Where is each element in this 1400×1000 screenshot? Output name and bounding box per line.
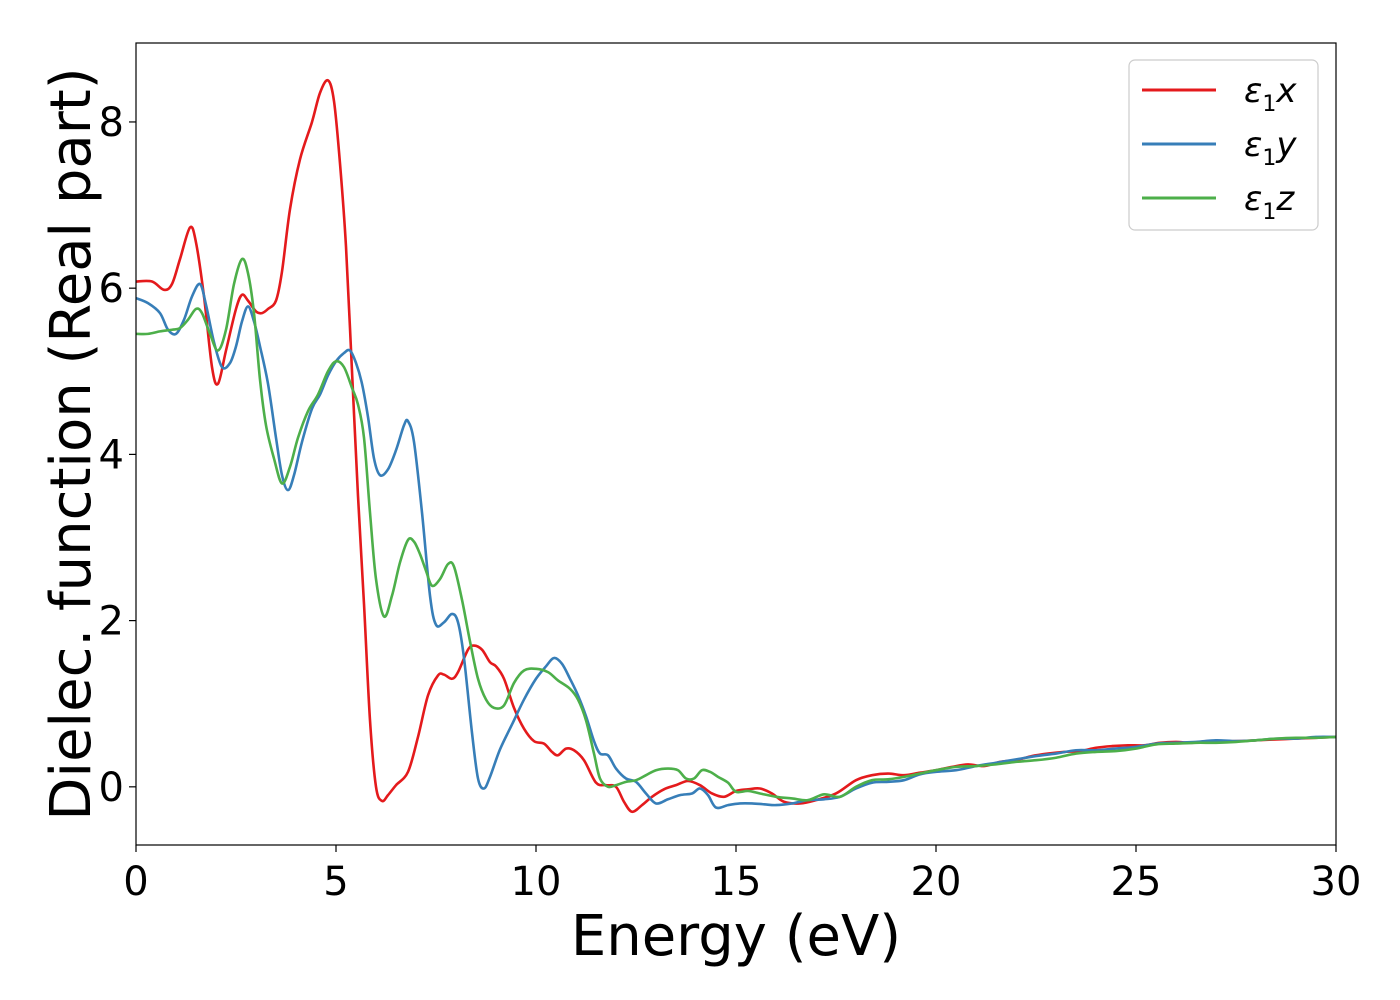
y-tick-label: 8	[99, 100, 124, 146]
x-tick-label: 10	[511, 859, 562, 905]
legend-label-y: ε1y	[1244, 125, 1297, 171]
x-tick-label: 5	[323, 859, 348, 905]
y-tick-label: 4	[99, 432, 124, 478]
x-tick-label: 15	[711, 859, 762, 905]
series-line-z	[136, 257, 1336, 802]
y-tick-label: 2	[99, 599, 124, 645]
y-tick-label: 0	[99, 765, 124, 811]
y-tick-label: 6	[99, 266, 124, 312]
x-axis-title: Energy (eV)	[571, 904, 901, 969]
x-tick-label: 30	[1311, 859, 1362, 905]
x-tick-label: 0	[123, 859, 148, 905]
ticks-layer: 0 5 10 15 20 25 30 0 2 4 6 8	[99, 100, 1362, 905]
x-tick-label: 25	[1111, 859, 1162, 905]
x-tick-label: 20	[911, 859, 962, 905]
series-layer	[136, 78, 1336, 814]
legend-label-z: ε1z	[1244, 179, 1295, 225]
legend-box	[1128, 59, 1319, 231]
legend-label-x: ε1x	[1244, 71, 1297, 117]
legend: ε1x ε1y ε1z	[1128, 59, 1319, 231]
y-axis-title: Dielec. function (Real part)	[39, 67, 104, 820]
